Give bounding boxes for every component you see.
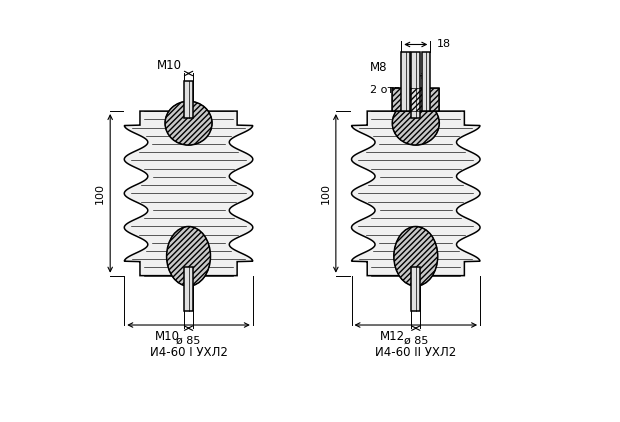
Bar	[401, 52, 410, 111]
Text: ø 85: ø 85	[176, 336, 201, 346]
Text: М10: М10	[157, 59, 182, 72]
Bar	[184, 81, 193, 118]
Bar	[412, 267, 420, 311]
Text: И4-60 I УХЛ2: И4-60 I УХЛ2	[149, 346, 228, 359]
Ellipse shape	[394, 227, 438, 286]
Ellipse shape	[165, 101, 212, 145]
Text: М12: М12	[380, 330, 405, 343]
Text: 2 отв: 2 отв	[370, 85, 401, 95]
Text: И4-60 II УХЛ2: И4-60 II УХЛ2	[375, 346, 456, 359]
Ellipse shape	[167, 227, 210, 286]
Ellipse shape	[392, 101, 440, 145]
Text: М10: М10	[154, 330, 179, 343]
Bar	[422, 52, 430, 111]
Polygon shape	[352, 111, 480, 276]
Bar	[392, 88, 440, 111]
Text: 100: 100	[321, 183, 330, 204]
Text: 100: 100	[95, 183, 105, 204]
Bar	[392, 88, 440, 111]
Text: ø 85: ø 85	[404, 336, 428, 346]
Text: 18: 18	[436, 40, 451, 49]
Polygon shape	[124, 111, 253, 276]
Text: М8: М8	[370, 61, 388, 74]
Bar	[184, 267, 193, 311]
Bar	[412, 52, 420, 118]
